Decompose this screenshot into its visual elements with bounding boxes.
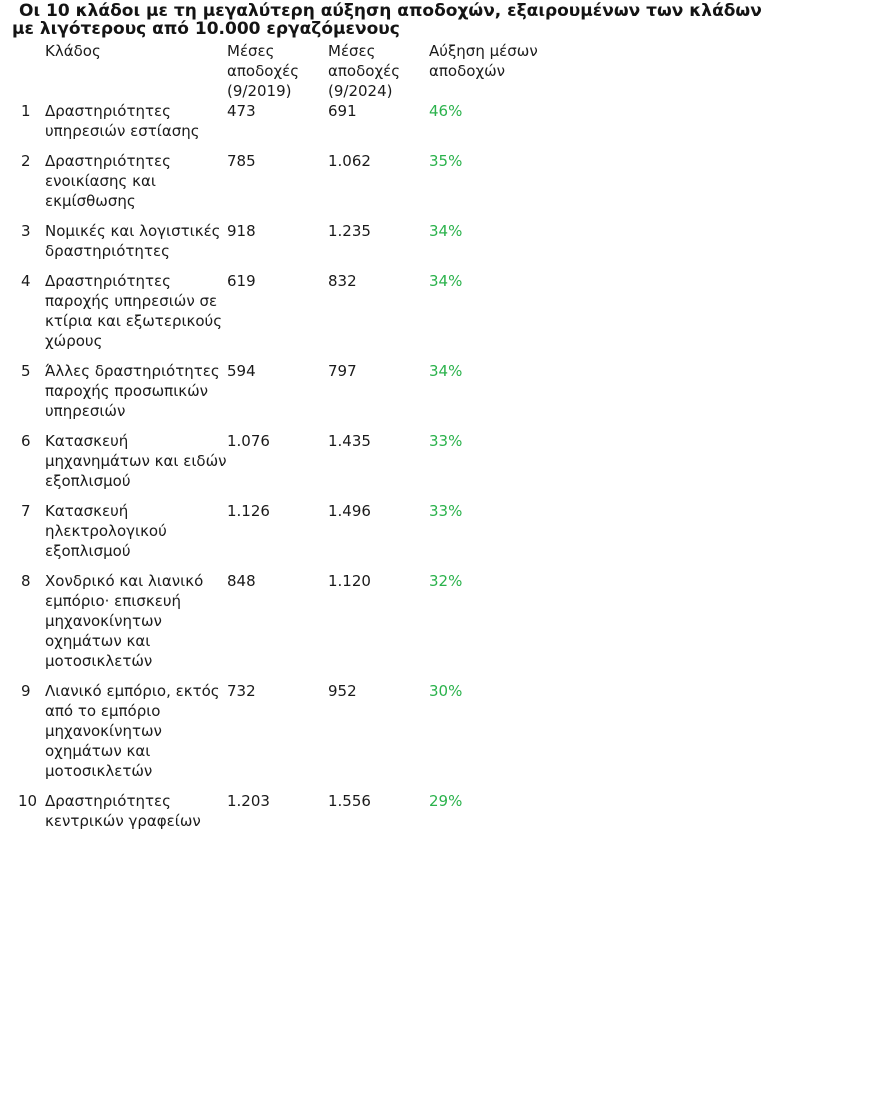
row-growth: 34%	[429, 362, 463, 380]
row-wage-2024: 1.235	[328, 222, 371, 240]
row-growth: 34%	[429, 222, 463, 240]
table-row: 2 Δραστηριότητες ενοικίασης και εκμίσθωσ…	[18, 151, 539, 221]
row-sector: Άλλες δραστηριότητες παροχής προσωπικών …	[45, 362, 220, 420]
header-wage-2024: Μέσες αποδοχές (9/2024)	[328, 42, 401, 100]
row-wage-2024: 1.496	[328, 502, 371, 520]
row-wage-2019: 732	[227, 682, 256, 700]
header-sector: Κλάδος	[45, 42, 101, 60]
row-wage-2019: 1.203	[227, 792, 270, 810]
row-wage-2019: 473	[227, 102, 256, 120]
row-rank: 4	[21, 272, 31, 290]
row-sector: Κατασκευή ηλεκτρολογικού εξοπλισμού	[45, 502, 167, 560]
table-title-line-2: με λιγότερους από 10.000 εργαζόμενους	[12, 19, 400, 39]
row-wage-2024: 797	[328, 362, 357, 380]
table-row: 10 Δραστηριότητες κεντρικών γραφείων 1.2…	[18, 791, 539, 831]
wage-growth-table: Κλάδος Μέσες αποδοχές (9/2019) Μέσες απο…	[18, 41, 539, 831]
table-row: 6 Κατασκευή μηχανημάτων και ειδών εξοπλι…	[18, 431, 539, 501]
row-wage-2019: 1.076	[227, 432, 270, 450]
row-wage-2024: 1.062	[328, 152, 371, 170]
table-row: 5 Άλλες δραστηριότητες παροχής προσωπικώ…	[18, 361, 539, 431]
row-rank: 10	[18, 792, 38, 810]
row-wage-2019: 594	[227, 362, 256, 380]
row-wage-2024: 952	[328, 682, 357, 700]
row-rank: 6	[21, 432, 31, 450]
row-wage-2019: 1.126	[227, 502, 270, 520]
row-rank: 8	[21, 572, 31, 590]
row-sector: Δραστηριότητες ενοικίασης και εκμίσθωσης	[45, 152, 171, 210]
row-sector: Δραστηριότητες υπηρεσιών εστίασης	[45, 102, 200, 140]
row-growth: 33%	[429, 502, 463, 520]
row-sector: Νομικές και λογιστικές δραστηριότητες	[45, 222, 221, 260]
header-rank	[18, 41, 45, 101]
table-header-row: Κλάδος Μέσες αποδοχές (9/2019) Μέσες απο…	[18, 41, 539, 101]
row-wage-2019: 619	[227, 272, 256, 290]
row-growth: 33%	[429, 432, 463, 450]
row-wage-2024: 832	[328, 272, 357, 290]
row-growth: 30%	[429, 682, 463, 700]
row-wage-2019: 918	[227, 222, 256, 240]
table-row: 1 Δραστηριότητες υπηρεσιών εστίασης 473 …	[18, 101, 539, 151]
row-wage-2019: 848	[227, 572, 256, 590]
row-sector: Λιανικό εμπόριο, εκτός από το εμπόριο μη…	[45, 682, 220, 780]
row-sector: Δραστηριότητες παροχής υπηρεσιών σε κτίρ…	[45, 272, 223, 350]
table-title: Οι 10 κλάδοι με τη μεγαλύτερη αύξηση απο…	[12, 0, 872, 38]
row-wage-2019: 785	[227, 152, 256, 170]
row-rank: 9	[21, 682, 31, 700]
row-wage-2024: 1.556	[328, 792, 371, 810]
row-sector: Δραστηριότητες κεντρικών γραφείων	[45, 792, 201, 830]
row-growth: 35%	[429, 152, 463, 170]
table-row: 4 Δραστηριότητες παροχής υπηρεσιών σε κτ…	[18, 271, 539, 361]
row-rank: 5	[21, 362, 31, 380]
row-sector: Κατασκευή μηχανημάτων και ειδών εξοπλισμ…	[45, 432, 227, 490]
row-rank: 1	[21, 102, 31, 120]
header-growth: Αύξηση μέσων αποδοχών	[429, 42, 538, 80]
table-title-line-1: Οι 10 κλάδοι με τη μεγαλύτερη αύξηση απο…	[19, 1, 762, 21]
table-row: 7 Κατασκευή ηλεκτρολογικού εξοπλισμού 1.…	[18, 501, 539, 571]
row-growth: 32%	[429, 572, 463, 590]
table-row: 3 Νομικές και λογιστικές δραστηριότητες …	[18, 221, 539, 271]
header-wage-2019: Μέσες αποδοχές (9/2019)	[227, 42, 300, 100]
row-rank: 3	[21, 222, 31, 240]
row-wage-2024: 691	[328, 102, 357, 120]
row-wage-2024: 1.435	[328, 432, 371, 450]
row-rank: 2	[21, 152, 31, 170]
row-growth: 29%	[429, 792, 463, 810]
row-growth: 34%	[429, 272, 463, 290]
row-sector: Χονδρικό και λιανικό εμπόριο· επισκευή μ…	[45, 572, 204, 670]
row-growth: 46%	[429, 102, 463, 120]
row-rank: 7	[21, 502, 31, 520]
table-row: 8 Χονδρικό και λιανικό εμπόριο· επισκευή…	[18, 571, 539, 681]
table-row: 9 Λιανικό εμπόριο, εκτός από το εμπόριο …	[18, 681, 539, 791]
row-wage-2024: 1.120	[328, 572, 371, 590]
